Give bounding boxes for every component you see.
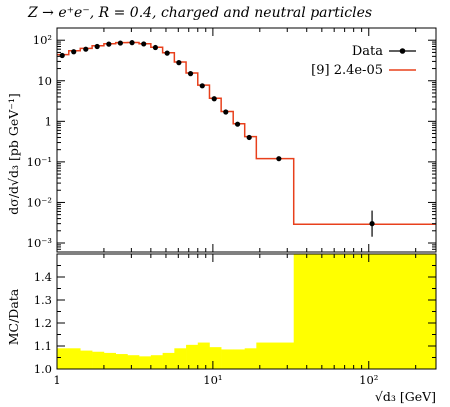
x-tick-label: 10² [359,373,378,387]
ratio-band-bin [233,349,245,369]
ratio-band-bin [162,352,175,369]
x-tick-label: 10¹ [203,373,222,387]
data-point [234,121,241,127]
ratio-band-bin [209,347,222,369]
ratio-band-bin [68,348,81,369]
data-point [246,134,252,141]
data-point [211,96,217,102]
ratio-band-bin [57,348,70,369]
ratio-y-tick-label: 1.3 [34,293,52,307]
data-point [94,43,100,50]
data-point [369,221,375,227]
data-point [187,71,194,77]
ratio-band-bin [197,342,210,369]
legend-data-marker [399,48,406,54]
data-point [117,40,123,46]
ratio-band-bin [80,350,93,369]
data-point [59,52,65,59]
ratio-band-bin [139,356,152,369]
data-point [129,40,135,46]
ratio-band-bin [293,254,437,369]
ratio-band-bin [244,348,257,369]
ratio-y-tick-label: 1.2 [34,316,52,330]
y-axis-label: dσ/d√d₃ [pb GeV⁻¹] [6,93,21,214]
ratio-y-axis-label: MC/Data [6,288,21,345]
data-point [276,156,282,162]
data-point [141,41,147,47]
y-tick-label: 10⁻² [27,195,52,209]
y-tick-label: 10² [33,33,52,47]
legend-data-label: Data [352,44,383,59]
ratio-band-bin [174,348,187,369]
main-plot-panel: 10² 10 1 10⁻¹ 10⁻² 10⁻³ [27,27,437,253]
ratio-plot-panel: 1 10¹ 10² 1.0 1.1 1.2 1.3 1.4 [34,253,437,387]
data-point [83,46,89,52]
y-tick-label: 1 [45,114,52,128]
y-tick-label: 10 [37,74,52,88]
legend-mc-label: [9] 2.4e-05 [311,63,383,78]
y-tick-label: 10⁻³ [27,236,53,250]
main-frame [56,27,437,253]
x-axis-label: √d₃ [GeV] [375,389,436,404]
ratio-band-bin [256,342,295,369]
data-point [152,44,159,51]
data-point [106,41,112,47]
data-point [176,60,182,66]
data-point [223,109,229,115]
data-point [199,83,205,89]
data-point [164,50,170,56]
ratio-band-bin [186,344,199,369]
legend: Data [9] 2.4e-05 [311,44,416,78]
x-tick-label: 1 [53,373,60,387]
ratio-y-tick-label: 1.4 [34,270,52,284]
ratio-band-bin [127,355,140,369]
ratio-band-bin [103,352,117,369]
ratio-y-tick-label: 1.1 [34,339,52,353]
ratio-band-bin [221,349,234,369]
y-tick-label: 10⁻¹ [27,155,52,169]
ratio-y-tick-label: 1.0 [34,362,52,376]
data-point [71,49,77,55]
ratio-band-bin [115,354,128,369]
ratio-band-bin [92,351,105,369]
ratio-band-bin [150,355,163,369]
chart-title: Z → e⁺e⁻, R = 0.4, charged and neutral p… [27,5,372,21]
